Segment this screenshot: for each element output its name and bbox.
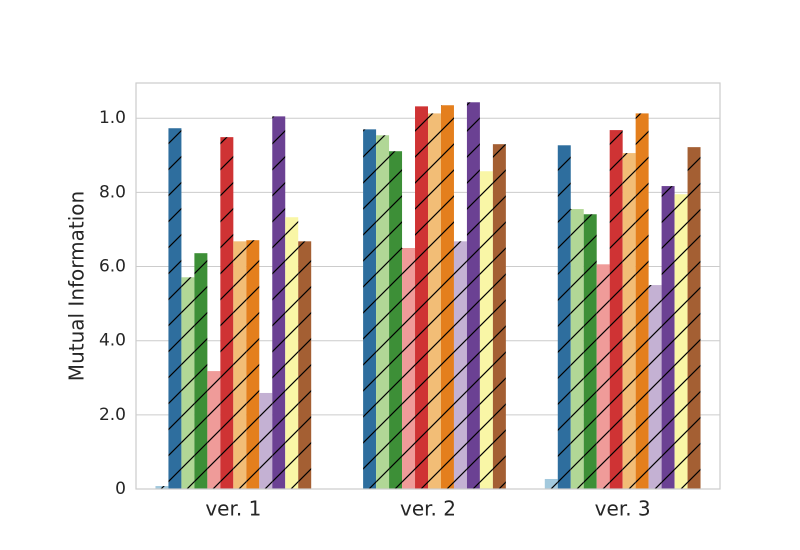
bar [674,194,688,489]
bar [440,105,454,489]
bar [233,241,247,489]
bar [635,113,649,489]
bar [453,241,467,489]
bar [466,102,480,489]
bar [194,253,208,489]
bar [207,371,221,489]
y-tick-label: 8.0 [99,182,126,202]
plot-frame [135,82,721,490]
bar [285,217,299,489]
bar [596,264,610,489]
x-tick-label: ver. 2 [400,497,456,521]
bar [259,392,273,489]
bar [168,128,182,489]
y-axis-label: Mutual Information [65,191,89,381]
bar [181,277,195,489]
bar [363,129,377,489]
bar [479,171,493,489]
bar [570,209,584,489]
x-tick-label: ver. 1 [205,497,261,521]
x-tick-label: ver. 3 [595,497,651,521]
y-tick-label: 4.0 [99,331,126,351]
bar [428,113,441,489]
bar [155,486,169,489]
bar [622,153,636,489]
bar [661,186,675,489]
bar [648,285,662,489]
bar [557,145,571,489]
bar [376,135,390,489]
bar [583,214,597,489]
bar [492,144,506,489]
bar [402,247,416,489]
bar [544,478,558,489]
bar [272,116,286,489]
y-tick-label: 6.0 [99,257,126,277]
y-tick-label: 0 [115,479,126,499]
bar [609,130,623,490]
bar [220,137,234,489]
bar [389,151,403,489]
bar [298,241,312,489]
bar [687,147,701,489]
bar [246,240,260,489]
bar [415,106,428,490]
y-tick-label: 1.0 [99,108,126,128]
y-tick-label: 2.0 [99,405,126,425]
